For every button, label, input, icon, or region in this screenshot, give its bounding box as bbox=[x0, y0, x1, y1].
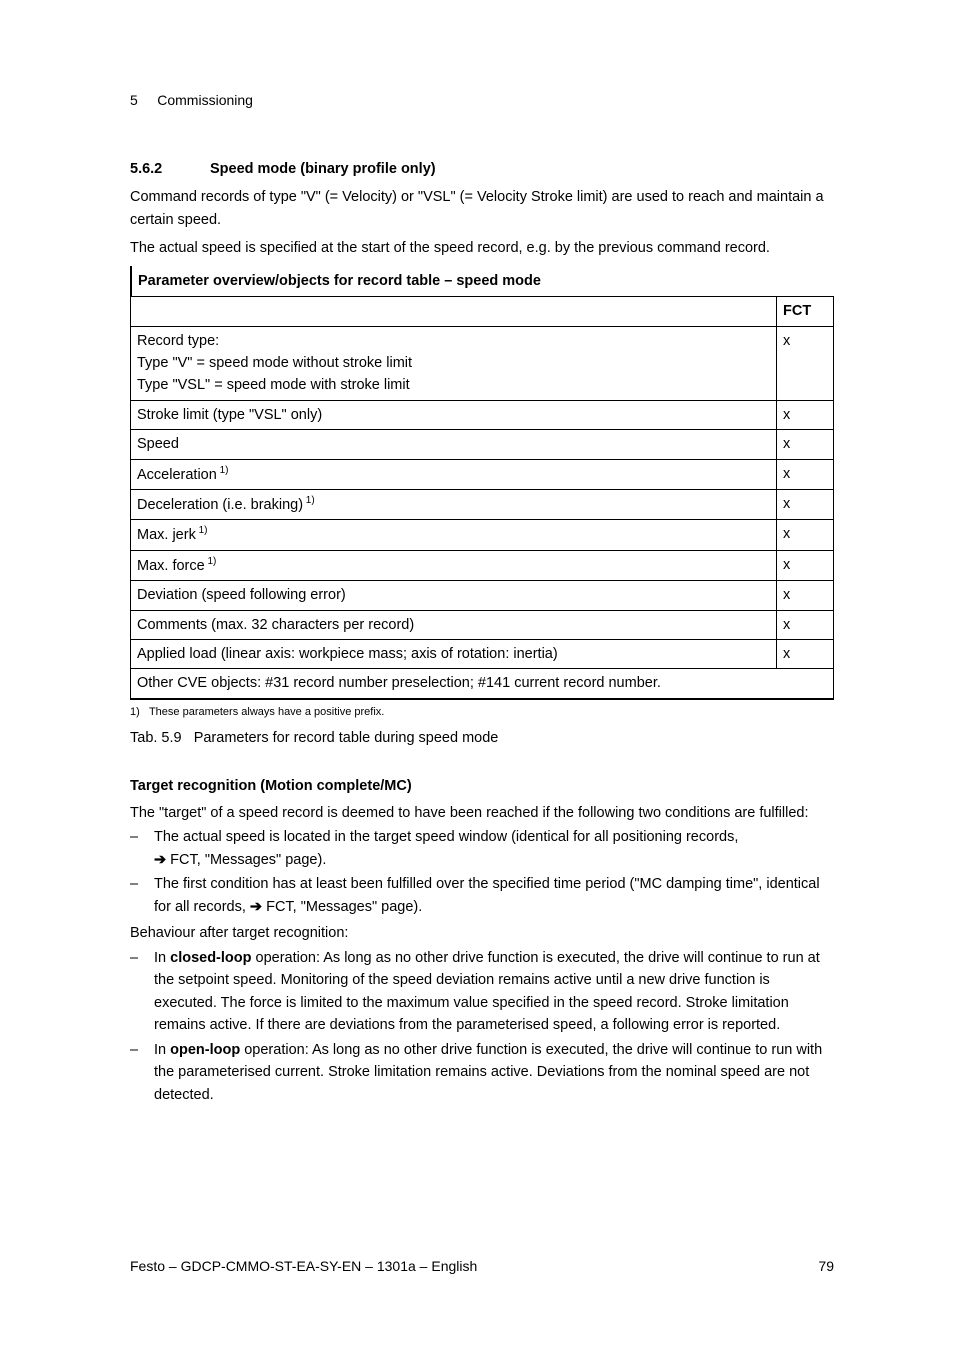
param-cell: Max. force 1) bbox=[131, 550, 777, 580]
table-row: Applied load (linear axis: workpiece mas… bbox=[131, 639, 834, 668]
arrow-icon: ➔ bbox=[154, 852, 166, 868]
target-intro: The "target" of a speed record is deemed… bbox=[130, 802, 834, 824]
table-caption: Tab. 5.9 Parameters for record table dur… bbox=[130, 727, 834, 749]
chapter-number: 5 bbox=[130, 92, 138, 108]
table-row: Record type:Type "V" = speed mode withou… bbox=[131, 326, 834, 400]
table-footer-row: Other CVE objects: #31 record number pre… bbox=[131, 669, 834, 698]
behaviour-open-loop: In open-loop operation: As long as no ot… bbox=[130, 1039, 834, 1106]
footer-left: Festo – GDCP-CMMO-ST-EA-SY-EN – 1301a – … bbox=[130, 1256, 477, 1278]
closed-label: closed-loop bbox=[170, 950, 251, 966]
table-header-empty bbox=[131, 297, 777, 326]
table-footnote: 1) These parameters always have a positi… bbox=[130, 699, 834, 721]
cond1-text-b: FCT, "Messages" page). bbox=[166, 852, 326, 868]
cond1-text-a: The actual speed is located in the targe… bbox=[154, 829, 738, 845]
fct-cell: x bbox=[777, 520, 834, 550]
arrow-icon: ➔ bbox=[250, 899, 262, 915]
page-header: 5 Commissioning bbox=[130, 90, 834, 112]
param-cell: Applied load (linear axis: workpiece mas… bbox=[131, 639, 777, 668]
behaviour-closed-loop: In closed-loop operation: As long as no … bbox=[130, 947, 834, 1037]
target-heading: Target recognition (Motion complete/MC) bbox=[130, 775, 834, 797]
table-title: Parameter overview/objects for record ta… bbox=[130, 266, 834, 296]
fct-cell: x bbox=[777, 610, 834, 639]
fct-cell: x bbox=[777, 400, 834, 429]
chapter-title: Commissioning bbox=[157, 92, 253, 108]
intro-paragraph-2: The actual speed is specified at the sta… bbox=[130, 237, 834, 259]
behaviour-intro: Behaviour after target recognition: bbox=[130, 922, 834, 944]
footnote-marker: 1) bbox=[130, 706, 140, 718]
conditions-list: The actual speed is located in the targe… bbox=[130, 826, 834, 918]
open-text-a: In bbox=[154, 1042, 170, 1058]
table-row: Max. jerk 1)x bbox=[131, 520, 834, 550]
fct-cell: x bbox=[777, 581, 834, 610]
param-cell: Speed bbox=[131, 430, 777, 459]
table-row: Deviation (speed following error)x bbox=[131, 581, 834, 610]
table-row: Acceleration 1)x bbox=[131, 459, 834, 489]
condition-2: The first condition has at least been fu… bbox=[130, 873, 834, 918]
fct-cell: x bbox=[777, 490, 834, 520]
open-text-b: operation: As long as no other drive fun… bbox=[154, 1042, 822, 1103]
table-row: Speedx bbox=[131, 430, 834, 459]
caption-label: Tab. 5.9 bbox=[130, 730, 182, 746]
section-heading: 5.6.2Speed mode (binary profile only) bbox=[130, 158, 834, 180]
fct-cell: x bbox=[777, 639, 834, 668]
parameter-table: FCT Record type:Type "V" = speed mode wi… bbox=[130, 296, 834, 699]
table-row: Max. force 1)x bbox=[131, 550, 834, 580]
footnote-text: These parameters always have a positive … bbox=[149, 706, 384, 718]
fct-cell: x bbox=[777, 430, 834, 459]
param-cell: Deviation (speed following error) bbox=[131, 581, 777, 610]
param-cell: Acceleration 1) bbox=[131, 459, 777, 489]
table-header-fct: FCT bbox=[777, 297, 834, 326]
caption-text: Parameters for record table during speed… bbox=[194, 730, 499, 746]
table-row: Comments (max. 32 characters per record)… bbox=[131, 610, 834, 639]
page-footer: Festo – GDCP-CMMO-ST-EA-SY-EN – 1301a – … bbox=[130, 1256, 834, 1278]
table-row: Deceleration (i.e. braking) 1)x bbox=[131, 490, 834, 520]
open-label: open-loop bbox=[170, 1042, 240, 1058]
closed-text-b: operation: As long as no other drive fun… bbox=[154, 950, 820, 1033]
footer-page-number: 79 bbox=[818, 1256, 834, 1278]
param-cell: Record type:Type "V" = speed mode withou… bbox=[131, 326, 777, 400]
section-number: 5.6.2 bbox=[130, 158, 210, 180]
param-cell: Max. jerk 1) bbox=[131, 520, 777, 550]
behaviour-list: In closed-loop operation: As long as no … bbox=[130, 947, 834, 1106]
fct-cell: x bbox=[777, 550, 834, 580]
closed-text-a: In bbox=[154, 950, 170, 966]
param-cell: Stroke limit (type "VSL" only) bbox=[131, 400, 777, 429]
param-cell: Comments (max. 32 characters per record) bbox=[131, 610, 777, 639]
table-row: Stroke limit (type "VSL" only)x bbox=[131, 400, 834, 429]
cond2-text-b: FCT, "Messages" page). bbox=[262, 899, 422, 915]
intro-paragraph-1: Command records of type "V" (= Velocity)… bbox=[130, 186, 834, 231]
fct-cell: x bbox=[777, 326, 834, 400]
section-title: Speed mode (binary profile only) bbox=[210, 161, 436, 177]
param-cell: Deceleration (i.e. braking) 1) bbox=[131, 490, 777, 520]
fct-cell: x bbox=[777, 459, 834, 489]
condition-1: The actual speed is located in the targe… bbox=[130, 826, 834, 871]
